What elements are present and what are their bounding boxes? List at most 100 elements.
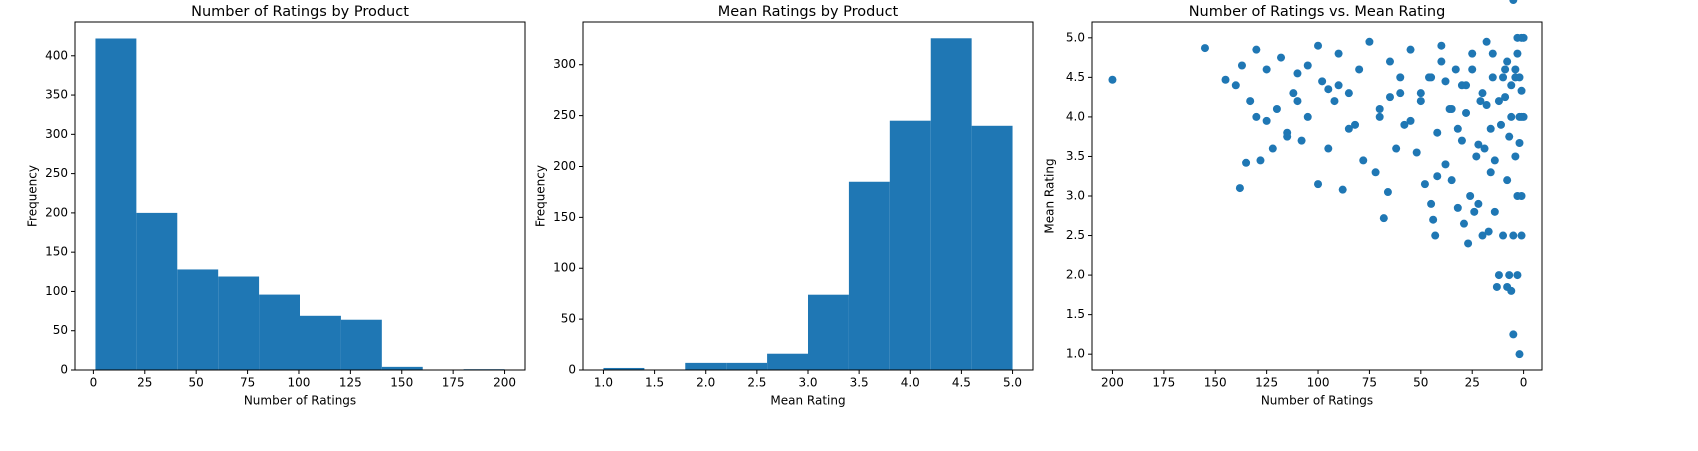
chart-title: Mean Ratings by Product <box>718 4 899 20</box>
point <box>1447 176 1456 185</box>
bar <box>177 269 219 370</box>
point <box>1221 75 1230 84</box>
x-tick-label: 125 <box>1255 376 1278 390</box>
point <box>1371 168 1380 177</box>
x-tick-label: 2.5 <box>747 376 766 390</box>
point <box>1507 286 1516 295</box>
x-tick-label: 1.5 <box>645 376 664 390</box>
x-tick-label: 150 <box>1204 376 1227 390</box>
point <box>1517 86 1526 95</box>
x-tick-label: 25 <box>137 376 152 390</box>
bar <box>848 181 890 370</box>
x-tick-label: 150 <box>390 376 413 390</box>
point <box>1507 112 1516 121</box>
point <box>1476 97 1485 106</box>
x-tick-label: 50 <box>189 376 204 390</box>
point <box>1519 33 1528 42</box>
point <box>1459 219 1468 228</box>
point <box>1359 156 1368 165</box>
x-tick-label: 3.0 <box>798 376 817 390</box>
point <box>1470 207 1479 216</box>
y-tick-label: 300 <box>45 127 68 141</box>
point <box>1511 65 1520 74</box>
point <box>1511 152 1520 161</box>
y-tick-label: 150 <box>553 210 576 224</box>
point <box>1433 172 1442 181</box>
point <box>1488 73 1497 82</box>
point <box>1344 89 1353 98</box>
point <box>1297 136 1306 145</box>
y-tick-label: 100 <box>553 261 576 275</box>
y-tick-label: 5.0 <box>1066 30 1085 44</box>
x-tick-label: 0 <box>90 376 98 390</box>
y-tick-label: 3.5 <box>1066 149 1085 163</box>
point <box>1231 81 1240 90</box>
point <box>1416 89 1425 98</box>
point <box>1501 93 1510 102</box>
bar <box>259 294 300 370</box>
point <box>1268 144 1277 153</box>
y-tick-label: 1.0 <box>1066 347 1085 361</box>
point <box>1484 227 1493 236</box>
y-tick-label: 100 <box>45 284 68 298</box>
point <box>1513 49 1522 58</box>
bar <box>218 276 260 370</box>
y-tick-label: 1.5 <box>1066 307 1085 321</box>
bar <box>603 367 645 370</box>
bar <box>930 38 972 370</box>
x-tick-label: 0 <box>1520 376 1528 390</box>
point <box>1505 132 1514 141</box>
y-tick-label: 4.0 <box>1066 109 1085 123</box>
point <box>1318 77 1327 86</box>
x-tick-label: 175 <box>442 376 465 390</box>
y-tick-label: 0 <box>568 363 576 377</box>
point <box>1420 180 1429 189</box>
point <box>1447 105 1456 113</box>
point <box>1457 81 1466 90</box>
point <box>1515 73 1524 82</box>
x-axis-label: Number of Ratings <box>244 394 356 408</box>
y-axis-label: Mean Rating <box>1043 158 1057 233</box>
point <box>1293 69 1302 78</box>
point <box>1406 45 1415 54</box>
point <box>1486 124 1495 133</box>
y-tick-label: 250 <box>553 108 576 122</box>
point <box>1256 156 1265 165</box>
x-tick-label: 50 <box>1413 376 1428 390</box>
point <box>1314 41 1323 50</box>
point <box>1344 124 1353 133</box>
point <box>1334 81 1343 90</box>
point <box>1466 192 1475 200</box>
x-tick-label: 4.5 <box>952 376 971 390</box>
point <box>1482 101 1491 110</box>
point <box>1482 37 1491 46</box>
point <box>1246 97 1255 106</box>
bar <box>971 125 1013 370</box>
point <box>1242 158 1251 167</box>
y-tick-label: 250 <box>45 166 68 180</box>
point <box>1324 144 1333 153</box>
x-tick-label: 25 <box>1465 376 1480 390</box>
point <box>1492 282 1501 291</box>
point <box>1488 49 1497 58</box>
point <box>1496 120 1505 129</box>
point <box>1262 116 1271 125</box>
point <box>1283 132 1292 141</box>
point <box>1303 61 1312 70</box>
point <box>1303 112 1312 121</box>
point <box>1499 231 1508 240</box>
point <box>1453 124 1462 133</box>
point <box>1494 271 1503 280</box>
point <box>1499 73 1508 82</box>
point <box>1200 44 1209 53</box>
x-tick-label: 200 <box>493 376 516 390</box>
y-tick-label: 2.0 <box>1066 268 1085 282</box>
point <box>1351 120 1360 129</box>
point <box>1416 97 1425 106</box>
y-tick-label: 400 <box>45 48 68 62</box>
y-tick-label: 0 <box>60 363 68 377</box>
point <box>1314 180 1323 189</box>
x-tick-label: 3.5 <box>850 376 869 390</box>
point <box>1375 105 1384 113</box>
